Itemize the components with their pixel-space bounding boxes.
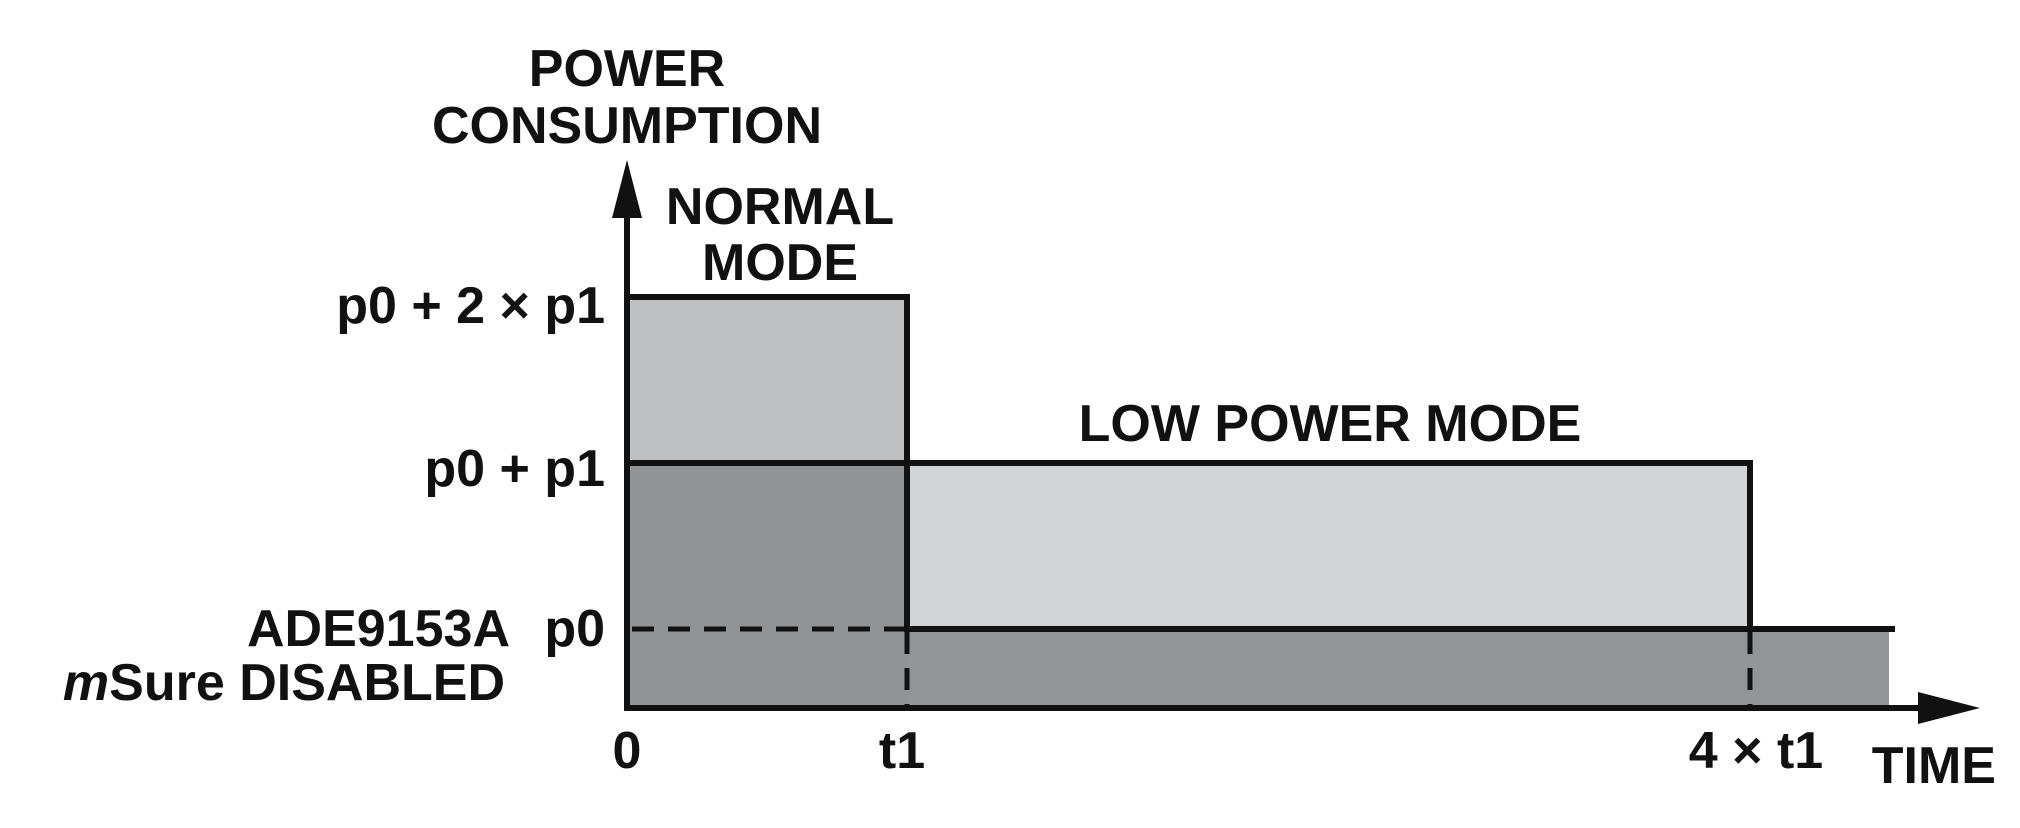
y-axis-arrowhead — [612, 160, 642, 218]
x-tick-0: 0 — [613, 722, 642, 780]
baseline-label-line2: mSure DISABLED — [63, 654, 505, 712]
x-axis-arrowhead — [1918, 692, 1980, 724]
low-power-mode-fill — [907, 463, 1750, 629]
y-axis-title-line1: POWER — [529, 40, 725, 98]
y-tick-p0-plus-2p1: p0 + 2 × p1 — [336, 277, 605, 335]
baseline-label-line1: ADE9153A — [247, 600, 510, 658]
baseline-label-italic-m: m — [63, 654, 109, 712]
baseline-fill — [907, 629, 1889, 708]
x-tick-4t1: 4 × t1 — [1689, 722, 1823, 780]
normal-mode-label-line1: NORMAL — [666, 178, 894, 236]
x-tick-t1: t1 — [879, 722, 925, 780]
y-axis-title-line2: CONSUMPTION — [432, 97, 822, 155]
x-axis-title: TIME — [1872, 737, 1996, 795]
low-power-mode-label: LOW POWER MODE — [1079, 395, 1582, 453]
y-tick-p0-plus-p1: p0 + p1 — [424, 440, 605, 498]
normal-mode-upper-fill — [627, 297, 907, 463]
baseline-label-rest: Sure DISABLED — [109, 654, 505, 712]
normal-mode-label-line2: MODE — [702, 234, 858, 292]
y-tick-p0: p0 — [544, 600, 605, 658]
normal-mode-lower-fill — [627, 463, 907, 708]
